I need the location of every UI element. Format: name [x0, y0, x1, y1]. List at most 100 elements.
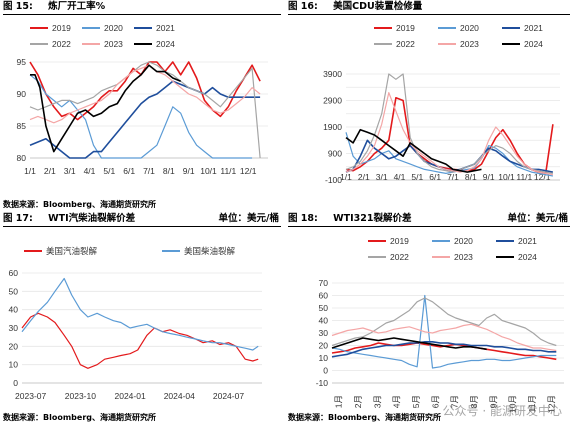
legend-label-2020: 2020 — [460, 23, 479, 33]
legend-label-2020: 2020 — [454, 236, 473, 246]
legend-label-2021: 2021 — [156, 23, 175, 33]
series-line-2022 — [29, 61, 261, 159]
y-tick-label: 10 — [9, 360, 19, 370]
figure-18-title-bar: 图 18: WTI321裂解价差 单位：美元/桶 — [288, 212, 570, 227]
x-tick-label: 2/1 — [44, 166, 56, 176]
y-tick-label: 70 — [319, 278, 329, 288]
x-tick-label: 12月 — [546, 395, 556, 413]
series-line-series — [21, 312, 259, 369]
y-tick-label: 85 — [17, 121, 27, 131]
legend-label-2022: 2022 — [390, 252, 409, 262]
x-tick-label: 2023-10 — [65, 391, 96, 401]
series-line-2023 — [345, 91, 554, 176]
x-tick-label: 10月 — [508, 395, 518, 413]
series-line-2024 — [30, 64, 182, 153]
legend-label-series: 美国柴油裂解 — [184, 246, 236, 256]
figure-17-source: 数据来源：Bloomberg、海通期货研究所 — [3, 413, 156, 422]
x-tick-label: 9/1 — [183, 166, 195, 176]
legend-label-2022: 2022 — [396, 39, 415, 49]
y-tick-label: 0 — [13, 378, 18, 388]
x-tick-label: 4/1 — [394, 172, 406, 182]
y-tick-label: 30 — [9, 323, 19, 333]
legend-label-2020: 2020 — [104, 23, 123, 33]
y-tick-label: 3900 — [323, 69, 342, 79]
figure-15-label: 图 15: — [3, 1, 33, 12]
x-tick-label: 11/1 — [220, 166, 236, 176]
y-tick-label: 2900 — [323, 96, 342, 106]
legend-label-2023: 2023 — [460, 39, 479, 49]
figure-17-unit: 单位：美元/桶 — [218, 213, 279, 224]
y-tick-label: 20 — [9, 341, 19, 351]
y-tick-label: 900 — [328, 149, 342, 159]
figure-15-title-bar: 图 15: 炼厂开工率% — [3, 0, 281, 15]
x-tick-label: 4/1 — [84, 166, 96, 176]
x-tick-label: 6月 — [430, 395, 440, 408]
x-tick-label: 6/1 — [123, 166, 135, 176]
legend-label-series: 美国汽油裂解 — [46, 246, 98, 256]
legend-label-2019: 2019 — [390, 236, 409, 246]
figure-18-source: 数据来源：Bloomberg、海通期货研究所 — [288, 413, 441, 422]
figure-18-title: WTI321裂解价差 — [333, 213, 412, 224]
x-tick-label: 5/1 — [411, 172, 423, 182]
legend-label-2019: 2019 — [52, 23, 71, 33]
legend-label-2021: 2021 — [518, 236, 537, 246]
x-tick-label: 6/1 — [429, 172, 441, 182]
legend-label-2023: 2023 — [104, 39, 123, 49]
figure-15-title: 炼厂开工率% — [48, 1, 106, 12]
legend-label-2024: 2024 — [524, 39, 543, 49]
figure-16-title: 美国CDU装置检修量 — [333, 1, 423, 12]
cdu-outage-chart: -100 900 1900 2900 3900 1/1 2/1 3/1 4/1 5/1 6/1 7/1… — [323, 23, 560, 185]
y-tick-label: 0 — [323, 366, 328, 376]
figure-15-source: 数据来源：Bloomberg、海通期货研究所 — [3, 200, 156, 209]
x-tick-label: 8/1 — [163, 166, 175, 176]
x-tick-label: 5/1 — [103, 166, 115, 176]
y-tick-label: 60 — [9, 268, 19, 278]
x-tick-label: 1/1 — [340, 172, 352, 182]
x-tick-label: 7/1 — [143, 166, 155, 176]
series-line-2022 — [331, 297, 557, 347]
x-tick-label: 10/1 — [200, 166, 217, 176]
figure-16-label: 图 16: — [288, 1, 318, 12]
y-tick-label: 95 — [17, 57, 27, 67]
series-line-2023 — [29, 64, 261, 124]
x-tick-label: 1/1 — [24, 166, 36, 176]
wti-321-crack-chart: -10 0 10 20 30 40 50 60 70 1月 2月 3月 4月 5月 6月 7月 8月 9月 10月 1… — [316, 236, 564, 413]
series-line-2020 — [331, 294, 557, 369]
x-tick-label: 11/1 — [516, 172, 532, 182]
y-tick-label: 50 — [9, 286, 19, 296]
x-tick-label: 9月 — [488, 395, 498, 408]
figure-18-unit: 单位：美元/桶 — [507, 213, 568, 224]
x-tick-label: 7月 — [450, 395, 460, 408]
legend-label-2022: 2022 — [52, 39, 71, 49]
x-tick-label: 2024-04 — [164, 391, 195, 401]
legend-label-2019: 2019 — [396, 23, 415, 33]
y-tick-label: 80 — [17, 153, 27, 163]
x-tick-label: 12/1 — [240, 166, 257, 176]
series-line-2023 — [331, 323, 557, 352]
series-line-2024 — [331, 337, 487, 351]
y-tick-label: -100 — [325, 175, 342, 185]
x-tick-label: 5月 — [411, 395, 421, 408]
figure-18-label: 图 18: — [288, 213, 318, 224]
wti-crack-spread-chart: 0 10 20 30 40 50 60 2023-07 2023-10 2024-01 2024-0… — [9, 246, 262, 401]
x-tick-label: 8/1 — [465, 172, 477, 182]
x-tick-label: 7/1 — [447, 172, 459, 182]
figure-17-panel: 图 17: WTI汽柴油裂解价差 单位：美元/桶 0 10 20 30 40 50 60 20… — [0, 212, 288, 425]
series-line-series — [21, 277, 259, 351]
x-tick-label: 3/1 — [376, 172, 388, 182]
y-tick-label: 40 — [319, 316, 329, 326]
y-tick-label: 60 — [319, 291, 329, 301]
figure-17-label: 图 17: — [3, 213, 33, 224]
series-line-2021 — [331, 341, 557, 358]
legend-label-2023: 2023 — [454, 252, 473, 262]
series-line-2024 — [345, 128, 482, 173]
figure-16-panel: 图 16: 美国CDU装置检修量 -100 900 1900 2900 3900 1/1 2… — [288, 0, 576, 212]
legend-label-2024: 2024 — [518, 252, 537, 262]
series-line-2022 — [345, 73, 554, 174]
watermark-text: 公众号 · 能源研发中心 — [442, 404, 562, 418]
x-tick-label: 3月 — [372, 395, 382, 408]
y-tick-label: 20 — [319, 341, 329, 351]
x-tick-label: 8月 — [469, 395, 479, 408]
y-tick-label: 10 — [319, 353, 329, 363]
